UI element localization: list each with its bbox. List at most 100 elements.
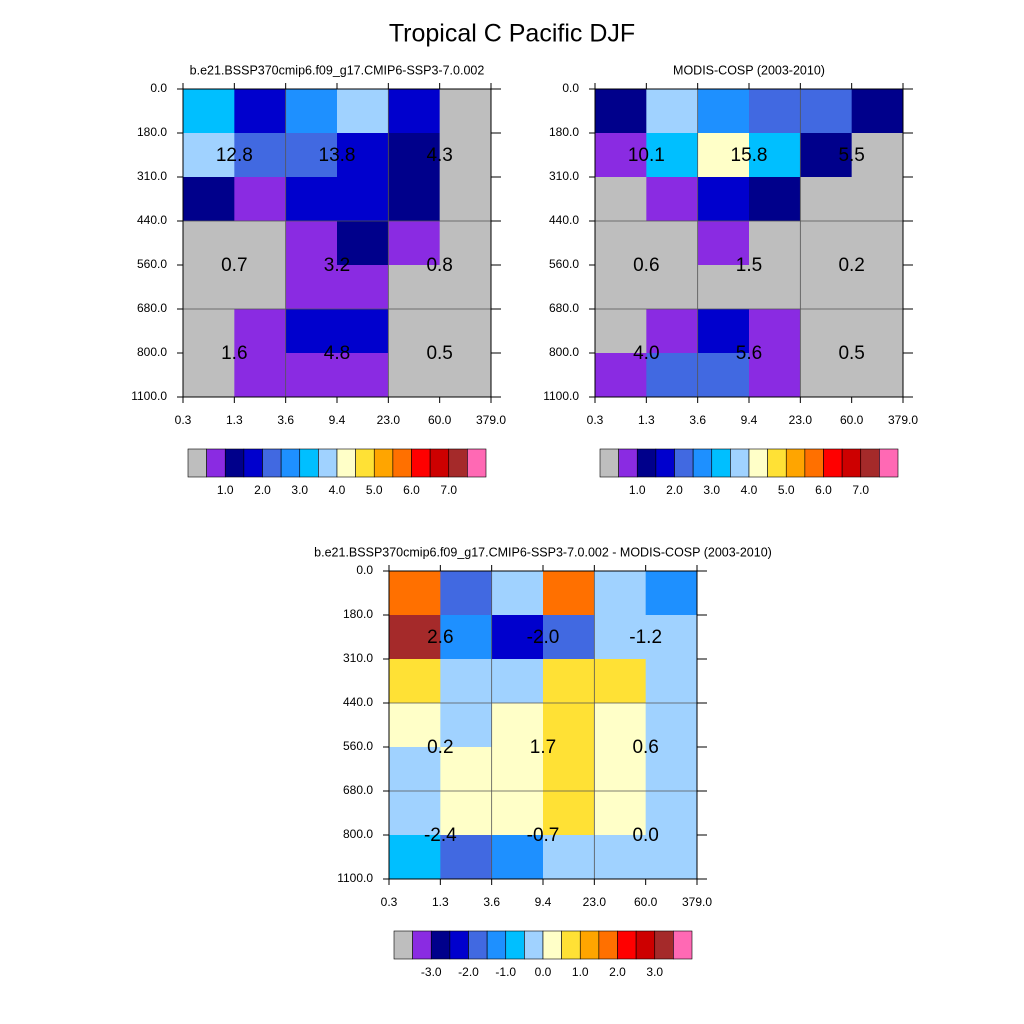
region-label: 0.6 (632, 737, 658, 758)
region-label: -2.4 (424, 825, 457, 846)
colorbar-box (654, 930, 674, 960)
colorbar-box (635, 930, 656, 960)
region-label: 0.2 (427, 737, 453, 758)
colorbar-box (674, 448, 694, 478)
cell (749, 353, 801, 398)
cell (234, 309, 287, 354)
x-tick-label: 0.3 (587, 413, 604, 427)
x-tick-label: 9.4 (535, 895, 552, 909)
cell (646, 221, 699, 266)
cell (337, 177, 389, 222)
cell (800, 89, 853, 134)
x-tick-label: 23.0 (789, 413, 813, 427)
region-label: 0.5 (426, 343, 452, 364)
y-tick-label: 800.0 (137, 345, 167, 359)
cell (595, 221, 647, 266)
colorbar-box (262, 448, 282, 478)
x-tick-label: 23.0 (377, 413, 401, 427)
colorbar-box (823, 448, 843, 478)
y-tick-label: 800.0 (549, 345, 579, 359)
region-label: 5.6 (736, 343, 762, 364)
y-tick-label: 680.0 (549, 301, 579, 315)
cell (337, 353, 389, 398)
x-tick-label: 60.0 (428, 413, 452, 427)
y-tick-label: 1100.0 (337, 871, 373, 885)
colorbar-label: 3.0 (646, 965, 663, 979)
y-tick-label: 440.0 (137, 213, 167, 227)
cell (749, 309, 801, 354)
cell (439, 133, 492, 178)
cell (697, 133, 750, 178)
cell (285, 309, 338, 354)
cell (439, 177, 492, 222)
cell (389, 747, 441, 792)
cell (645, 615, 698, 660)
cell (646, 353, 699, 398)
cell (234, 265, 287, 310)
cell (491, 615, 544, 660)
x-tick-label: 3.6 (689, 413, 706, 427)
region-label: 10.1 (628, 145, 665, 166)
y-tick-label: 180.0 (137, 125, 167, 139)
cell (595, 89, 647, 134)
cell (543, 659, 595, 704)
cell (285, 133, 338, 178)
cell (800, 309, 853, 354)
colorbar-box (579, 930, 600, 960)
y-tick-label: 1100.0 (131, 389, 167, 403)
colorbar-box (599, 448, 619, 478)
cell (595, 133, 647, 178)
region-label: 1.6 (221, 343, 247, 364)
cell (595, 177, 647, 222)
cell (388, 309, 441, 354)
colorbar-label: 7.0 (852, 483, 869, 497)
cell (851, 221, 904, 266)
colorbar-label: 4.0 (329, 483, 346, 497)
region-label: 4.8 (324, 343, 350, 364)
x-tick-label: 0.3 (175, 413, 192, 427)
cell (234, 177, 287, 222)
colorbar-label: 2.0 (609, 965, 626, 979)
colorbar-box (430, 930, 451, 960)
region-label: 2.6 (427, 627, 453, 648)
colorbar-label: 2.0 (254, 483, 271, 497)
cell (440, 747, 493, 792)
y-tick-label: 440.0 (549, 213, 579, 227)
cell (234, 133, 287, 178)
cell (234, 221, 287, 266)
region-label: 1.7 (530, 737, 556, 758)
cell (645, 747, 698, 792)
x-tick-label: 9.4 (741, 413, 758, 427)
plot-title: b.e21.BSSP370cmip6.f09_g17.CMIP6-SSP3-7.… (314, 545, 772, 559)
cell (183, 133, 235, 178)
y-tick-label: 560.0 (549, 257, 579, 271)
cell (851, 133, 904, 178)
region-label: 0.6 (633, 255, 659, 276)
colorbar-box (373, 448, 394, 478)
cell (594, 615, 647, 660)
cell (543, 835, 595, 880)
cell (388, 89, 441, 134)
y-tick-label: 0.0 (150, 81, 167, 95)
colorbar-box (505, 930, 525, 960)
colorbar-label: -2.0 (458, 965, 479, 979)
y-tick-label: 180.0 (549, 125, 579, 139)
region-label: 12.8 (216, 145, 253, 166)
x-tick-label: 9.4 (329, 413, 346, 427)
region-label: 0.2 (838, 255, 864, 276)
cell (491, 791, 544, 836)
x-tick-label: 379.0 (888, 413, 918, 427)
cell (388, 353, 441, 398)
cell (439, 353, 492, 398)
y-tick-label: 440.0 (343, 695, 373, 709)
region-label: 5.5 (838, 145, 864, 166)
cell (388, 265, 441, 310)
colorbar-label: 1.0 (217, 483, 234, 497)
cell (491, 835, 544, 880)
colorbar-box (860, 448, 880, 478)
colorbar-box (618, 448, 638, 478)
cell (543, 615, 595, 660)
colorbar-label: -1.0 (495, 965, 516, 979)
cell (388, 133, 441, 178)
